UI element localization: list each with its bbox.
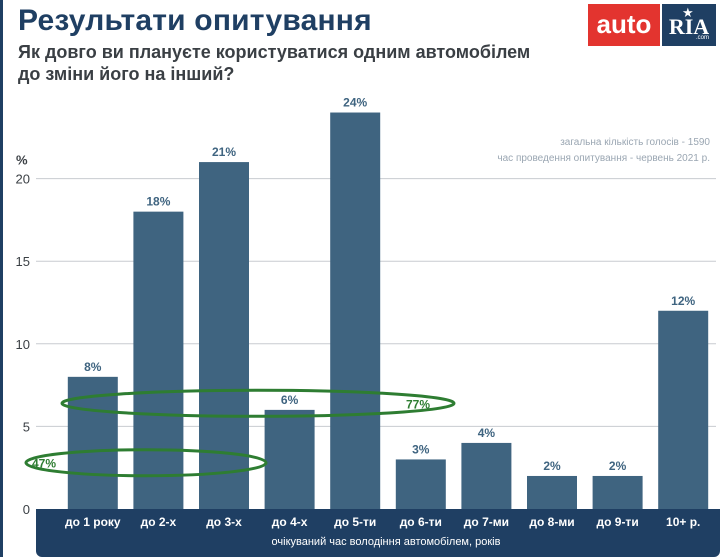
bar-value-label: 3% <box>412 442 430 456</box>
x-axis-label: очікуваний час володіння автомобілем, ро… <box>272 536 501 548</box>
y-tick-label: 5 <box>23 419 30 434</box>
survey-notes: загальна кількість голосів - 1590 час пр… <box>497 135 710 167</box>
bar <box>330 112 381 510</box>
x-axis-band-top <box>36 509 720 517</box>
bar <box>395 459 446 509</box>
survey-question: Як довго ви плануєте користуватися одним… <box>18 41 538 85</box>
bar-value-label: 2% <box>609 459 627 473</box>
survey-question-line-2: до зміни його на інший? <box>18 64 235 84</box>
autoria-logo: auto RIA ★ .com <box>588 4 716 46</box>
x-tick-label: до 4-х <box>272 515 308 529</box>
x-axis-band <box>36 509 720 557</box>
bar <box>199 162 249 509</box>
bar <box>264 409 315 509</box>
survey-period-note: час проведення опитування - червень 2021… <box>497 153 710 164</box>
bar <box>133 211 184 509</box>
x-tick-label: до 6-ти <box>400 515 442 529</box>
annotation-ellipse-77 <box>60 388 456 418</box>
logo-com-text: .com <box>696 35 710 41</box>
left-accent-bar <box>0 0 3 557</box>
y-tick-label: 10 <box>16 337 30 352</box>
annotation-label-47: 47% <box>32 457 56 471</box>
page-title: Результати опитування <box>18 4 372 37</box>
logo-star-icon: ★ <box>682 5 694 20</box>
bar-value-label: 8% <box>84 360 102 374</box>
bar-value-label: 21% <box>212 145 236 159</box>
bar <box>592 475 643 509</box>
bar <box>527 475 577 509</box>
y-tick-label: 20 <box>16 172 30 187</box>
bar-value-label: 12% <box>671 294 695 308</box>
annotation-label-77: 77% <box>406 397 430 411</box>
x-tick-label: до 9-ти <box>596 515 638 529</box>
y-axis-label: % <box>16 153 28 168</box>
votes-count-note: загальна кількість голосів - 1590 <box>560 137 710 148</box>
bar-value-label: 6% <box>281 393 299 407</box>
x-tick-label: до 5-ти <box>334 515 376 529</box>
annotation-ellipse-47 <box>24 448 268 478</box>
bar-value-label: 4% <box>478 426 496 440</box>
bar <box>461 442 512 509</box>
x-tick-label: до 3-х <box>206 515 242 529</box>
y-tick-label: 15 <box>16 254 30 269</box>
y-tick-label: 0 <box>23 502 30 517</box>
x-tick-label: до 2-х <box>141 515 177 529</box>
bar <box>658 310 709 509</box>
survey-question-line-1: Як довго ви плануєте користуватися одним… <box>18 42 531 62</box>
bar-value-label: 2% <box>543 459 561 473</box>
x-tick-label: до 1 року <box>65 515 121 529</box>
logo-auto-text: auto <box>588 4 660 46</box>
bar-value-label: 18% <box>146 195 170 209</box>
x-tick-label: до 8-ми <box>529 515 574 529</box>
bar-value-label: 24% <box>343 96 367 110</box>
x-tick-label: 10+ р. <box>666 515 700 529</box>
logo-ria-text: RIA <box>662 4 716 46</box>
x-tick-label: до 7-ми <box>464 515 509 529</box>
